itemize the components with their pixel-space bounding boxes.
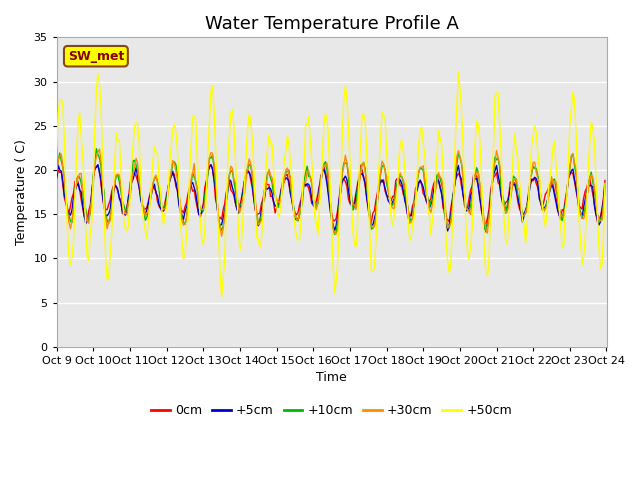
Legend: 0cm, +5cm, +10cm, +30cm, +50cm: 0cm, +5cm, +10cm, +30cm, +50cm <box>147 399 517 422</box>
Text: SW_met: SW_met <box>68 50 124 63</box>
Title: Water Temperature Profile A: Water Temperature Profile A <box>205 15 458 33</box>
Y-axis label: Temperature ( C): Temperature ( C) <box>15 139 28 245</box>
X-axis label: Time: Time <box>316 372 347 384</box>
